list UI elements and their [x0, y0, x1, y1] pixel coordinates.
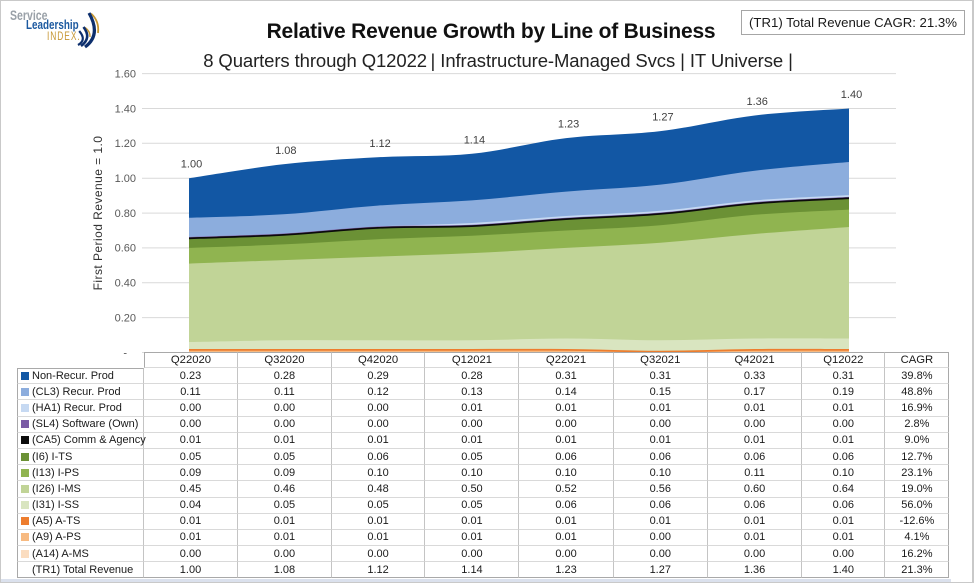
- svg-text:0.40: 0.40: [115, 278, 136, 290]
- svg-text:0.80: 0.80: [115, 208, 136, 220]
- svg-text:1.23: 1.23: [558, 119, 579, 131]
- svg-text:0.60: 0.60: [115, 243, 136, 255]
- svg-text:1.14: 1.14: [464, 134, 485, 146]
- svg-text:1.00: 1.00: [181, 159, 202, 171]
- svg-text:1.20: 1.20: [115, 138, 136, 150]
- svg-text:1.12: 1.12: [369, 138, 390, 150]
- svg-text:1.40: 1.40: [115, 103, 136, 115]
- svg-text:1.36: 1.36: [746, 96, 767, 108]
- svg-text:1.40: 1.40: [841, 89, 862, 101]
- svg-text:1.00: 1.00: [115, 173, 136, 185]
- svg-text:0.20: 0.20: [115, 312, 136, 324]
- svg-text:1.60: 1.60: [115, 68, 136, 80]
- svg-text:1.27: 1.27: [652, 112, 673, 124]
- svg-text:-: -: [123, 347, 127, 359]
- svg-text:1.08: 1.08: [275, 145, 296, 157]
